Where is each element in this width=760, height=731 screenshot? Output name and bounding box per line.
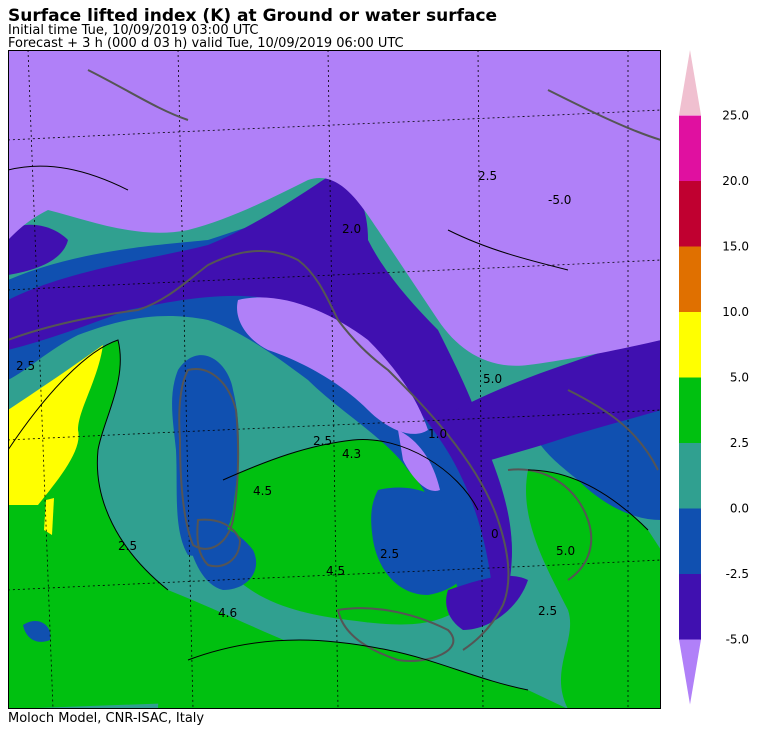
legend-label: 10.0	[722, 305, 749, 319]
initial-time: Initial time Tue, 10/09/2019 03:00 UTC	[8, 23, 259, 38]
map-title: Surface lifted index (K) at Ground or wa…	[8, 6, 498, 26]
legend-label: 25.0	[722, 109, 749, 123]
legend-swatch	[679, 443, 701, 509]
field-2.5-5-ionian	[526, 470, 661, 709]
legend-label: 20.0	[722, 174, 749, 188]
legend-label: -2.5	[726, 567, 749, 581]
field-below-minus5-north	[8, 50, 661, 366]
contour-label: 2.5	[313, 434, 332, 448]
contour-label: 4.6	[218, 606, 237, 620]
legend-swatch	[679, 574, 701, 640]
field-5-10-small	[44, 498, 54, 535]
graticule	[8, 50, 661, 709]
coastlines	[8, 69, 661, 662]
model-credit: Moloch Model, CNR-ISAC, Italy	[8, 711, 205, 726]
legend-label: 0.0	[730, 502, 749, 516]
legend-arrow-bottom	[679, 639, 701, 705]
contour-label: 5.0	[483, 372, 502, 386]
legend-label: 15.0	[722, 240, 749, 254]
field-minus2.5-0-gulf	[371, 487, 474, 595]
contour-label: 2.5	[538, 604, 557, 618]
contour-label: -5.0	[548, 193, 571, 207]
forecast-time: Forecast + 3 h (000 d 03 h) valid Tue, 1…	[8, 36, 404, 51]
field-minus5-minus2.5-east	[438, 340, 661, 470]
field-minus5-minus2.5-nw	[8, 224, 68, 275]
legend-swatch	[679, 181, 701, 247]
legend-swatch	[679, 246, 701, 313]
contour-label: 2.5	[16, 359, 35, 373]
field-2.5-5-south	[158, 640, 568, 709]
contour-label: 2.5	[118, 539, 137, 553]
contour-label: 2.5	[478, 169, 497, 183]
field-5-10	[8, 345, 103, 505]
legend-swatch	[679, 115, 701, 182]
legend-label: -5.0	[726, 633, 749, 647]
contour-label: 4.3	[342, 447, 361, 461]
legend-label: 2.5	[730, 436, 749, 450]
contour-label: 2.5	[380, 547, 399, 561]
lifted-index-map: -5.0 2.0 2.5 2.5 4.3 4.5 2.5 2.5 4.5 4.6…	[8, 50, 661, 709]
field-2.5-5-west	[8, 340, 320, 709]
field-minus5-minus2.5-alps	[8, 170, 512, 595]
contour-label: 2.0	[342, 222, 361, 236]
contour-label: 4.5	[326, 564, 345, 578]
contour-label: 4.5	[253, 484, 272, 498]
legend-swatch	[679, 312, 701, 378]
contour-lines	[8, 165, 649, 691]
legend-swatch	[679, 377, 701, 444]
contour-label: 5.0	[556, 544, 575, 558]
contour-label: 0	[491, 527, 499, 541]
legend-label: 5.0	[730, 371, 749, 385]
map-frame	[8, 50, 661, 709]
field-below-minus5-apennines	[398, 430, 440, 491]
field-minus2.5-0-sw	[23, 620, 51, 642]
contour-label: 1.0	[428, 427, 447, 441]
legend-swatch	[679, 508, 701, 575]
legend-arrow-top	[679, 50, 701, 115]
